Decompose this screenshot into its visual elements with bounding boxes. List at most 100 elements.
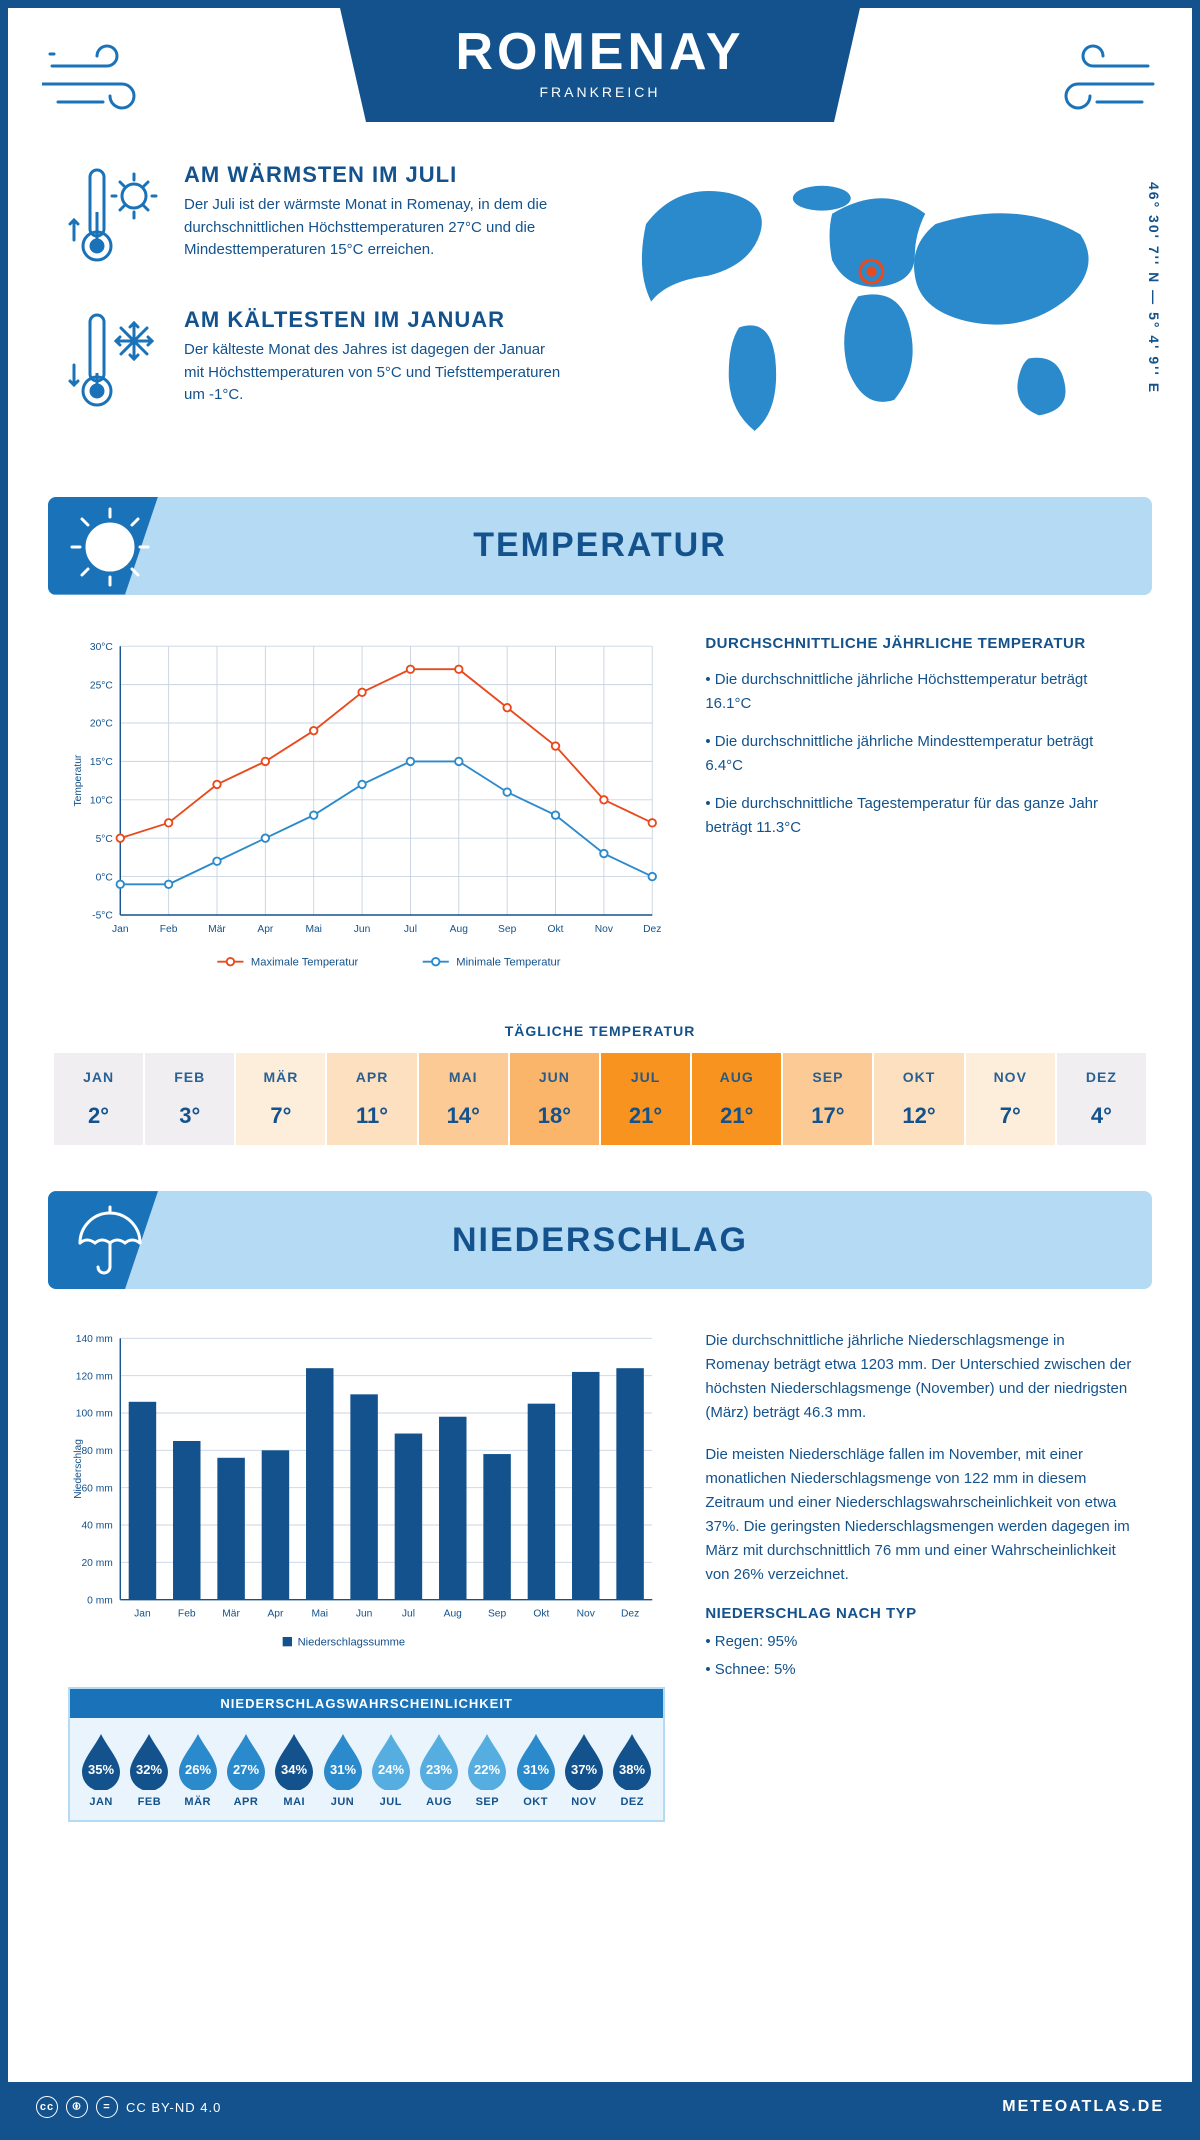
coordinates: 46° 30' 7'' N — 5° 4' 9'' E xyxy=(1146,182,1162,394)
daily-temp-cell: SEP17° xyxy=(783,1053,872,1145)
rain-drop: 27% APR xyxy=(223,1732,269,1808)
svg-text:40 mm: 40 mm xyxy=(81,1521,112,1532)
fact-text: Der Juli ist der wärmste Monat in Romena… xyxy=(184,194,564,262)
svg-text:31%: 31% xyxy=(523,1762,549,1777)
rain-drop: 35% JAN xyxy=(78,1732,124,1808)
license-text: CC BY-ND 4.0 xyxy=(126,2100,221,2115)
fact-coldest: AM KÄLTESTEN IM JANUAR Der kälteste Mona… xyxy=(68,307,585,422)
rain-drop: 31% JUN xyxy=(319,1732,365,1808)
brand: METEOATLAS.DE xyxy=(1002,2098,1164,2116)
svg-text:-5°C: -5°C xyxy=(92,910,113,921)
section-title: NIEDERSCHLAG xyxy=(452,1221,748,1260)
fact-warmest: AM WÄRMSTEN IM JULI Der Juli ist der wär… xyxy=(68,162,585,277)
svg-text:Feb: Feb xyxy=(160,923,178,934)
svg-text:26%: 26% xyxy=(185,1762,211,1777)
svg-text:Minimale Temperatur: Minimale Temperatur xyxy=(456,956,561,968)
svg-text:27%: 27% xyxy=(233,1762,259,1777)
svg-text:140 mm: 140 mm xyxy=(76,1334,113,1345)
svg-text:0°C: 0°C xyxy=(96,872,114,883)
section-banner-temperature: TEMPERATUR xyxy=(48,497,1152,595)
daily-temp-cell: AUG21° xyxy=(692,1053,781,1145)
intro-row: AM WÄRMSTEN IM JULI Der Juli ist der wär… xyxy=(8,122,1192,467)
section-title: TEMPERATUR xyxy=(473,526,727,565)
precip-text: Die meisten Niederschläge fallen im Nove… xyxy=(705,1443,1132,1587)
svg-text:Feb: Feb xyxy=(178,1609,196,1620)
svg-text:0 mm: 0 mm xyxy=(87,1596,113,1607)
svg-text:Mai: Mai xyxy=(312,1609,329,1620)
nd-icon: = xyxy=(96,2096,118,2118)
temp-bullet: • Die durchschnittliche jährliche Höchst… xyxy=(705,668,1132,716)
daily-temp-cell: MAI14° xyxy=(419,1053,508,1145)
svg-text:Mai: Mai xyxy=(305,923,322,934)
svg-text:15°C: 15°C xyxy=(90,757,114,768)
sun-icon xyxy=(68,505,152,594)
svg-text:25°C: 25°C xyxy=(90,680,114,691)
svg-text:23%: 23% xyxy=(426,1762,452,1777)
fact-title: AM WÄRMSTEN IM JULI xyxy=(184,162,564,188)
page-title: ROMENAY xyxy=(340,22,860,82)
rain-drop: 22% SEP xyxy=(464,1732,510,1808)
precipitation-bar-chart: 0 mm20 mm40 mm60 mm80 mm100 mm120 mm140 … xyxy=(68,1329,665,1665)
svg-text:30°C: 30°C xyxy=(90,641,114,652)
daily-temp-cell: DEZ4° xyxy=(1057,1053,1146,1145)
rain-drop: 31% OKT xyxy=(512,1732,558,1808)
page-subtitle: FRANKREICH xyxy=(340,84,860,100)
temp-text-heading: DURCHSCHNITTLICHE JÄHRLICHE TEMPERATUR xyxy=(705,635,1132,652)
daily-temp-cell: JAN2° xyxy=(54,1053,143,1145)
svg-text:Nov: Nov xyxy=(577,1609,596,1620)
precipitation-probability-box: NIEDERSCHLAGSWAHRSCHEINLICHKEIT 35% JAN … xyxy=(68,1687,665,1822)
svg-text:Jun: Jun xyxy=(356,1609,373,1620)
footer: cc 🅯 = CC BY-ND 4.0 METEOATLAS.DE xyxy=(8,2082,1192,2132)
fact-title: AM KÄLTESTEN IM JANUAR xyxy=(184,307,564,333)
svg-text:24%: 24% xyxy=(378,1762,404,1777)
svg-text:Mär: Mär xyxy=(222,1609,240,1620)
svg-text:Dez: Dez xyxy=(621,1609,639,1620)
svg-text:80 mm: 80 mm xyxy=(81,1446,112,1457)
daily-temp-cell: MÄR7° xyxy=(236,1053,325,1145)
svg-text:20 mm: 20 mm xyxy=(81,1558,112,1569)
umbrella-icon xyxy=(68,1199,152,1288)
svg-text:Jul: Jul xyxy=(404,923,417,934)
rain-drop: 23% AUG xyxy=(416,1732,462,1808)
by-icon: 🅯 xyxy=(66,2096,88,2118)
svg-text:20°C: 20°C xyxy=(90,718,114,729)
daily-temp-cell: FEB3° xyxy=(145,1053,234,1145)
daily-temp-cell: NOV7° xyxy=(966,1053,1055,1145)
svg-text:Jul: Jul xyxy=(402,1609,415,1620)
svg-text:Apr: Apr xyxy=(267,1609,284,1620)
temp-bullet: • Die durchschnittliche jährliche Mindes… xyxy=(705,730,1132,778)
rain-drop: 26% MÄR xyxy=(175,1732,221,1808)
rain-drop: 24% JUL xyxy=(368,1732,414,1808)
prob-title: NIEDERSCHLAGSWAHRSCHEINLICHKEIT xyxy=(70,1689,663,1718)
svg-text:60 mm: 60 mm xyxy=(81,1484,112,1495)
svg-text:Temperatur: Temperatur xyxy=(73,754,84,806)
svg-text:38%: 38% xyxy=(619,1762,645,1777)
svg-text:5°C: 5°C xyxy=(96,833,114,844)
thermometer-snow-icon xyxy=(68,307,164,422)
daily-temp-cell: OKT12° xyxy=(874,1053,963,1145)
svg-text:Maximale Temperatur: Maximale Temperatur xyxy=(251,956,359,968)
svg-text:34%: 34% xyxy=(281,1762,307,1777)
section-banner-precipitation: NIEDERSCHLAG xyxy=(48,1191,1152,1289)
header-banner: ROMENAY FRANKREICH xyxy=(340,8,860,122)
page: ROMENAY FRANKREICH xyxy=(0,0,1200,2140)
world-map: 46° 30' 7'' N — 5° 4' 9'' E xyxy=(615,162,1132,457)
temp-bullet: • Die durchschnittliche Tagestemperatur … xyxy=(705,792,1132,840)
daily-temp-cell: APR11° xyxy=(327,1053,416,1145)
svg-text:37%: 37% xyxy=(571,1762,597,1777)
svg-text:10°C: 10°C xyxy=(90,795,114,806)
svg-text:Okt: Okt xyxy=(548,923,564,934)
rain-drop: 34% MAI xyxy=(271,1732,317,1808)
precip-type-bullet: • Regen: 95% xyxy=(705,1630,1132,1654)
svg-text:Sep: Sep xyxy=(488,1609,507,1620)
svg-text:Dez: Dez xyxy=(643,923,661,934)
cc-icon: cc xyxy=(36,2096,58,2118)
svg-text:32%: 32% xyxy=(136,1762,162,1777)
daily-temp-grid: JAN2°FEB3°MÄR7°APR11°MAI14°JUN18°JUL21°A… xyxy=(54,1053,1146,1145)
svg-text:31%: 31% xyxy=(330,1762,356,1777)
svg-text:Jan: Jan xyxy=(134,1609,151,1620)
wind-icon xyxy=(1038,36,1158,131)
svg-text:Nov: Nov xyxy=(595,923,614,934)
temperature-line-chart: -5°C0°C5°C10°C15°C20°C25°C30°CJanFebMärA… xyxy=(68,635,665,990)
svg-text:120 mm: 120 mm xyxy=(76,1372,113,1383)
